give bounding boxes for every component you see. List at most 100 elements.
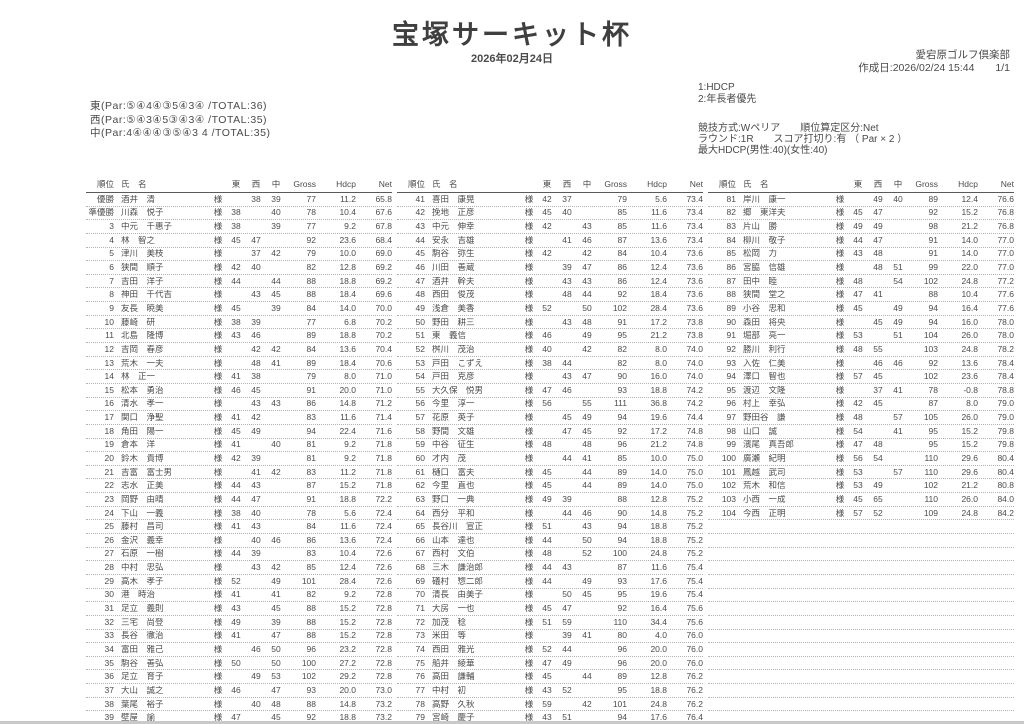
table-row: 88 狭間 堂之 様 47 41 88 10.4 77.6 <box>708 288 1014 303</box>
net-cell: 70.0 <box>375 303 392 313</box>
honorific-cell: 様 <box>524 576 534 586</box>
name-cell: 今里 淳一 <box>432 399 475 409</box>
net-cell: 79.8 <box>997 426 1014 436</box>
empty-table-row <box>708 520 1014 535</box>
honorific-cell: 様 <box>213 713 223 723</box>
table-row: 24 下山 一義 様 38 40 78 5.6 72.4 <box>86 507 392 521</box>
table-row: 81 岸川 康一 様 49 40 89 12.4 76.6 <box>708 193 1014 207</box>
hdcp-cell: -0.8 <box>963 385 978 395</box>
gross-cell: 102 <box>612 303 627 313</box>
net-cell: 71.0 <box>375 372 392 382</box>
honorific-cell: 様 <box>213 467 223 477</box>
rank-cell: 93 <box>726 358 736 368</box>
table-row: 25 藤村 昌司 様 41 43 84 11.6 72.4 <box>86 520 392 535</box>
net-cell: 79.8 <box>997 440 1014 450</box>
hdcp-cell: 9.2 <box>344 590 356 600</box>
hdcp-header: Hdcp <box>336 180 356 189</box>
east-score-cell: 47 <box>231 713 241 723</box>
name-cell: 今里 直也 <box>432 481 475 491</box>
table-row: 72 加茂 稔 様 51 59 110 34.4 75.6 <box>397 616 703 630</box>
net-cell: 78.4 <box>997 358 1014 368</box>
gross-cell: 82 <box>306 263 316 273</box>
west-score-cell: 39 <box>251 453 261 463</box>
net-cell: 76.8 <box>997 208 1014 218</box>
name-cell: 安永 吉雄 <box>432 235 475 245</box>
west-score-cell: 39 <box>251 549 261 559</box>
rank-cell: 68 <box>415 563 425 573</box>
name-cell: 酒井 清 <box>121 194 156 204</box>
net-cell: 72.8 <box>375 658 392 668</box>
table-row: 89 小谷 忠和 様 45 49 94 16.4 77.6 <box>708 302 1014 316</box>
rank-cell: 50 <box>415 317 425 327</box>
table-row: 5 津川 美枝 様 37 42 79 10.0 69.0 <box>86 248 392 262</box>
net-cell: 74.0 <box>686 344 703 354</box>
east-score-cell: 48 <box>542 440 552 450</box>
gross-header: Gross <box>293 180 316 189</box>
name-cell: 郷 東洋夫 <box>743 208 786 218</box>
center-score-cell: 44 <box>271 276 281 286</box>
west-score-cell: 49 <box>873 194 883 204</box>
table-row: 61 樋口 富夫 様 45 44 89 14.0 75.0 <box>397 466 703 480</box>
table-row: 64 西分 平和 様 44 46 90 14.8 75.2 <box>397 507 703 521</box>
honorific-cell: 様 <box>213 235 223 245</box>
hdcp-cell: 9.2 <box>344 222 356 232</box>
hdcp-cell: 10.4 <box>961 290 978 300</box>
name-cell: 樋口 富夫 <box>432 467 475 477</box>
empty-table-row <box>708 698 1014 712</box>
net-cell: 71.6 <box>375 426 392 436</box>
hdcp-cell: 10.0 <box>650 453 667 463</box>
hdcp-cell: 9.2 <box>344 440 356 450</box>
rank-cell: 75 <box>415 658 425 668</box>
hdcp-cell: 24.8 <box>961 508 978 518</box>
hdcp-cell: 14.0 <box>339 303 356 313</box>
name-cell: 山口 誠 <box>743 426 778 436</box>
page-title: 宝塚サーキット杯 <box>392 20 632 50</box>
hdcp-cell: 18.4 <box>339 358 356 368</box>
west-score-cell: 40 <box>251 699 261 709</box>
honorific-cell: 様 <box>524 644 534 654</box>
gross-cell: 110 <box>613 617 627 627</box>
west-score-cell: 47 <box>251 494 261 504</box>
net-cell: 68.4 <box>375 235 392 245</box>
west-score-cell: 47 <box>873 235 883 245</box>
honorific-cell: 様 <box>835 440 845 450</box>
gross-cell: 89 <box>617 672 627 682</box>
rank-cell: 78 <box>415 699 425 709</box>
name-cell: 花原 英子 <box>432 413 475 423</box>
table-row: 18 角田 陽一 様 45 49 94 22.4 71.6 <box>86 425 392 439</box>
gross-cell: 83 <box>306 549 316 559</box>
name-cell: 西田 雅光 <box>432 644 475 654</box>
rank-cell: 92 <box>726 344 736 354</box>
table-row: 75 船井 綾華 様 47 49 96 20.0 76.0 <box>397 657 703 671</box>
name-cell: 大房 一也 <box>432 604 475 614</box>
hdcp-cell: 15.2 <box>339 481 356 491</box>
net-cell: 70.2 <box>375 317 392 327</box>
net-cell: 72.4 <box>375 508 392 518</box>
hdcp-cell: 18.8 <box>650 385 667 395</box>
empty-table-row <box>708 534 1014 548</box>
net-cell: 72.8 <box>375 672 392 682</box>
west-score-cell: 37 <box>873 385 883 395</box>
center-score-cell: 48 <box>271 699 281 709</box>
hdcp-cell: 27.2 <box>339 658 356 668</box>
rank-cell: 88 <box>726 290 736 300</box>
hdcp-cell: 17.2 <box>650 426 667 436</box>
gross-header: Gross <box>915 180 938 189</box>
east-score-cell: 44 <box>231 549 241 559</box>
net-cell: 74.8 <box>686 426 703 436</box>
gross-cell: 84 <box>306 344 316 354</box>
gross-cell: 92 <box>306 235 316 245</box>
west-score-cell: 37 <box>562 194 572 204</box>
name-cell: 大山 誠之 <box>121 685 164 695</box>
west-score-cell: 46 <box>562 385 572 395</box>
name-cell: 礒村 惣二郎 <box>432 576 484 586</box>
honorific-cell: 様 <box>213 494 223 504</box>
name-cell: 川田 善蔵 <box>432 263 475 273</box>
honorific-cell: 様 <box>524 672 534 682</box>
table-row: 4 林 智之 様 45 47 92 23.6 68.4 <box>86 234 392 248</box>
honorific-cell: 様 <box>213 276 223 286</box>
net-cell: 79.0 <box>997 399 1014 409</box>
name-cell: 長谷川 宣正 <box>432 522 484 532</box>
net-cell: 70.6 <box>375 358 392 368</box>
name-cell: 野田 耕三 <box>432 317 475 327</box>
